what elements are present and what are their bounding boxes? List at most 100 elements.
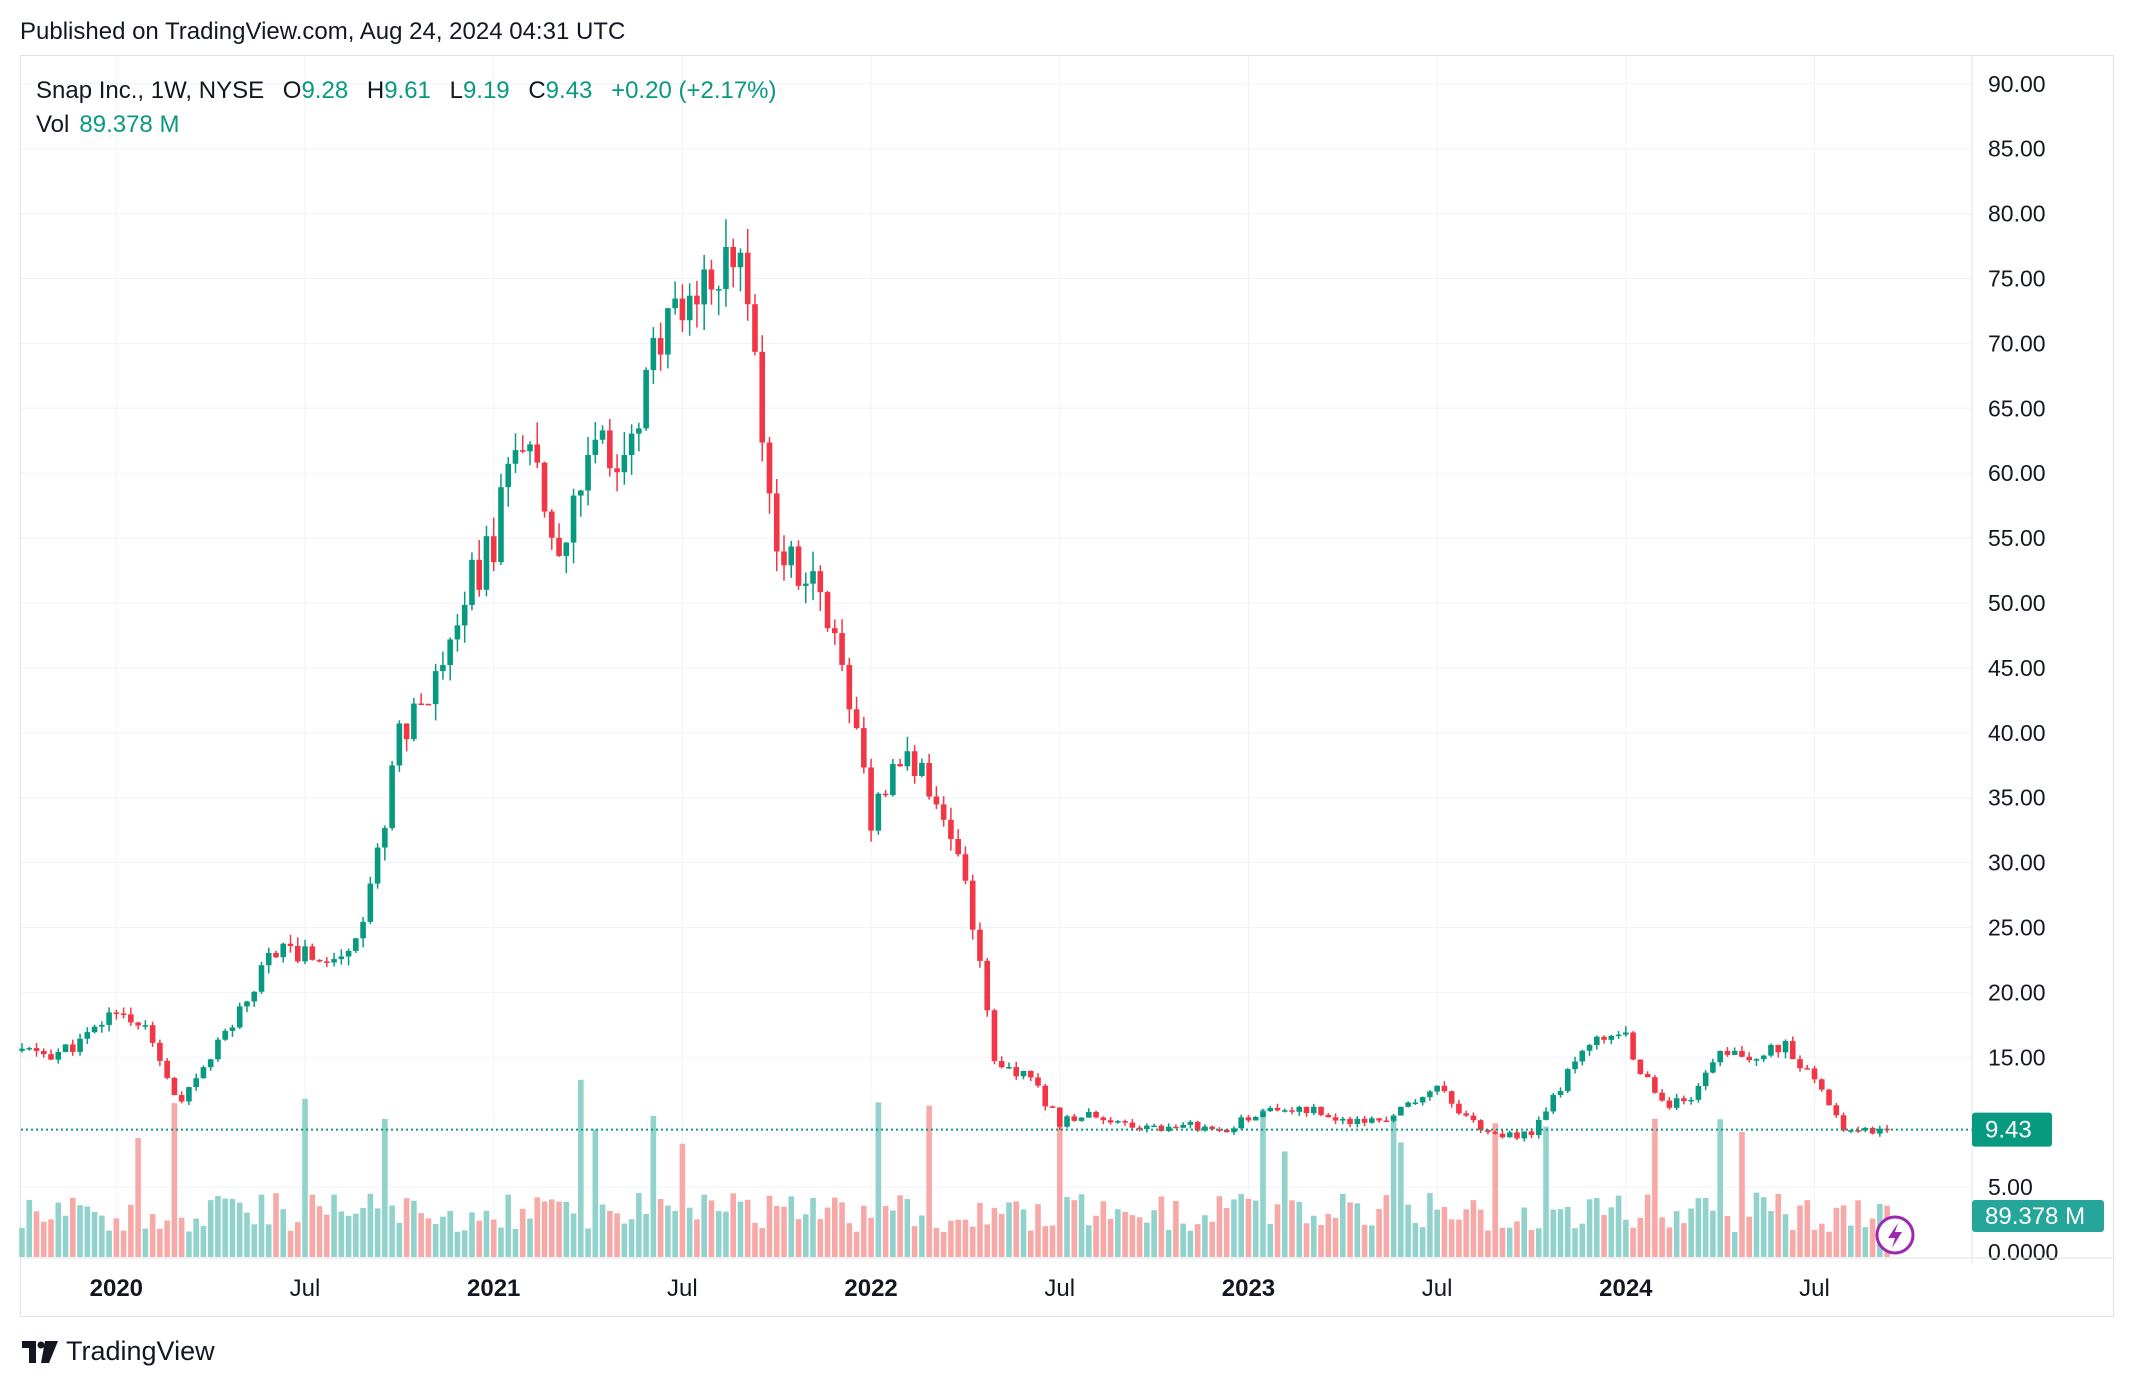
lightning-icon[interactable]	[1875, 1215, 1915, 1255]
volume-bar	[1659, 1217, 1665, 1257]
candle-body	[781, 551, 787, 566]
candle-body	[1064, 1116, 1070, 1127]
candle-body	[1782, 1041, 1789, 1053]
y-tick-label: 40.00	[1988, 720, 2046, 746]
y-tick-label: 45.00	[1988, 655, 2046, 681]
volume-bar	[1405, 1204, 1411, 1257]
volume-bar	[1006, 1202, 1012, 1257]
volume-bar	[1390, 1116, 1397, 1257]
volume-bar	[1572, 1228, 1578, 1257]
y-tick-label: 80.00	[1988, 201, 2046, 227]
candle-body	[882, 793, 889, 796]
volume-bar	[1535, 1228, 1542, 1257]
candle-body	[418, 703, 424, 706]
candle-body	[26, 1048, 33, 1050]
candle-body	[128, 1014, 134, 1023]
volume-bar	[1274, 1204, 1281, 1257]
candle-body	[1434, 1085, 1440, 1092]
volume-bar	[752, 1222, 758, 1257]
candle-body	[1615, 1034, 1622, 1037]
candle-body	[824, 592, 831, 629]
volume-bar	[40, 1221, 47, 1257]
tradingview-logo[interactable]: TradingView	[22, 1336, 215, 1367]
volume-bar	[599, 1204, 606, 1257]
volume-bar	[1049, 1225, 1056, 1257]
volume-bar	[229, 1198, 236, 1257]
candle-body	[55, 1051, 62, 1060]
volume-bar	[360, 1207, 366, 1257]
candle-body	[164, 1060, 170, 1078]
volume-bar	[1398, 1142, 1404, 1257]
volume-bar	[984, 1224, 991, 1257]
volume-bar	[345, 1215, 352, 1257]
volume-bar	[1129, 1215, 1136, 1257]
last-price-badge-text: 9.43	[1985, 1117, 2032, 1144]
candle-body	[1717, 1050, 1723, 1063]
volume-bar	[1579, 1223, 1586, 1257]
change-value: +0.20 (+2.17%)	[611, 77, 777, 104]
candle-body	[1760, 1055, 1767, 1060]
close-value: 9.43	[545, 77, 593, 104]
candle-body	[1296, 1106, 1303, 1112]
candle-body	[1579, 1050, 1586, 1062]
volume-bar	[1557, 1209, 1564, 1257]
symbol-label[interactable]: Snap Inc., 1W, NYSE	[36, 77, 265, 104]
volume-bar	[1245, 1198, 1252, 1257]
volume-bar	[1369, 1225, 1375, 1257]
volume-bar	[686, 1207, 693, 1257]
volume-bar	[236, 1202, 243, 1257]
candle-body	[737, 252, 744, 268]
volume-bar	[1151, 1210, 1157, 1257]
volume-bar	[1644, 1194, 1651, 1257]
volume-bar	[265, 1224, 272, 1257]
x-tick-label: Jul	[1422, 1275, 1453, 1302]
candle-body	[1848, 1130, 1854, 1132]
candle-body	[287, 943, 294, 946]
volume-bar	[447, 1210, 453, 1257]
candle-body	[868, 767, 874, 831]
candle-body	[1797, 1059, 1803, 1069]
candle-body	[1659, 1092, 1665, 1101]
candle-body	[1702, 1072, 1709, 1086]
volume-bar	[1231, 1199, 1237, 1257]
candle-body	[447, 639, 453, 666]
candle-body	[969, 880, 976, 930]
candle-body	[686, 295, 693, 321]
y-tick-label: 75.00	[1988, 266, 2046, 292]
candle-body	[723, 247, 729, 290]
volume-bar	[178, 1217, 185, 1257]
candle-body	[998, 1061, 1005, 1068]
candle-body	[171, 1077, 178, 1096]
candle-body	[1681, 1098, 1687, 1102]
volume-bar	[193, 1218, 199, 1257]
volume-bar	[1477, 1209, 1484, 1257]
candle-body	[541, 462, 548, 512]
volume-bar	[846, 1223, 853, 1257]
volume-bar	[766, 1195, 773, 1257]
volume-bar	[1419, 1227, 1426, 1257]
volume-bar	[1216, 1196, 1223, 1257]
volume-bar	[759, 1228, 766, 1257]
y-tick-label: 35.00	[1988, 785, 2046, 811]
volume-bar	[157, 1228, 163, 1257]
volume-bar	[1775, 1194, 1782, 1257]
candle-body	[469, 559, 475, 605]
volume-bar	[367, 1193, 374, 1257]
candle-body	[1136, 1127, 1143, 1130]
candle-body	[345, 950, 352, 957]
volume-bar	[164, 1220, 170, 1257]
price-axis: 90.00 85.00 80.00 75.00 70.00 65.00 60.00 55.00…	[1971, 56, 2058, 1265]
candle-body	[1216, 1129, 1223, 1131]
time-axis: 2020 Jul 2021 Jul 2022 Jul 2023 Jul 2024 Jul	[21, 1257, 2114, 1302]
candle-body	[1223, 1129, 1230, 1133]
candle-body	[926, 762, 932, 797]
y-tick-label: 65.00	[1988, 395, 2046, 421]
candle-body	[432, 671, 439, 705]
candle-body	[810, 571, 816, 584]
candle-body	[614, 468, 620, 473]
volume-bar	[498, 1227, 504, 1257]
volume-bar	[1731, 1231, 1738, 1257]
volume-bar	[62, 1215, 69, 1257]
volume-bar	[476, 1220, 483, 1257]
